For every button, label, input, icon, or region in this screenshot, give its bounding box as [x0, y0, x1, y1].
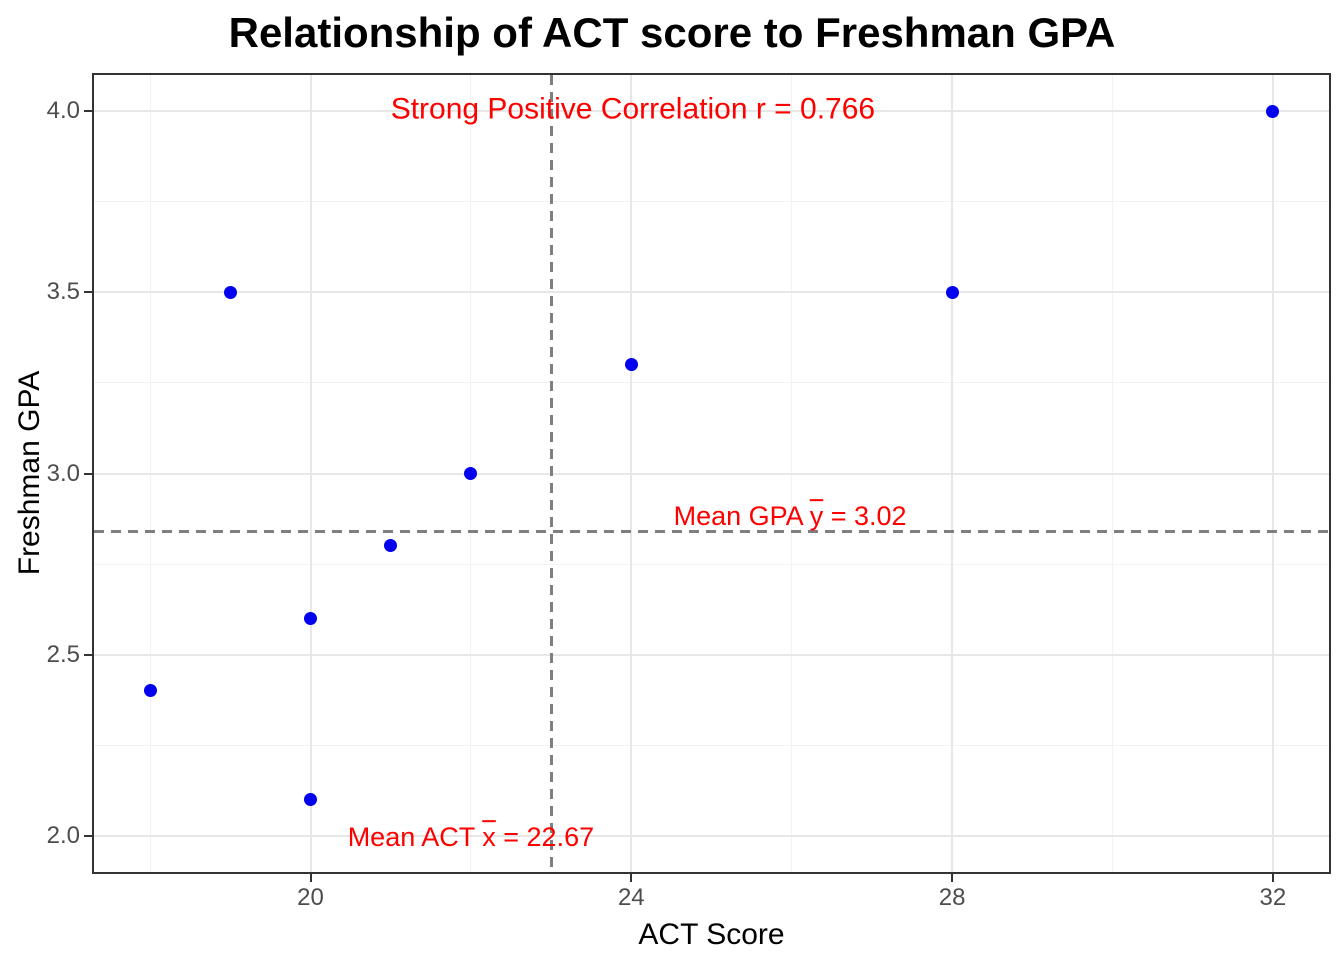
mean-act-vline — [549, 75, 553, 872]
annotation-correlation: Strong Positive Correlation r = 0.766 — [391, 93, 875, 126]
y-tick-label-2.5: 2.5 — [46, 640, 80, 668]
y-tick-2 — [84, 834, 92, 837]
major-gridline-y-3.5 — [94, 291, 1329, 294]
x-axis-title: ACT Score — [638, 918, 785, 951]
y-tick-label-3: 3.0 — [46, 459, 80, 487]
annotation-mean-gpa-text: y — [809, 501, 824, 532]
x-tick-label-28: 28 — [938, 884, 966, 911]
annotation-mean-act-text: = 22.67 — [495, 821, 595, 852]
y-tick-3 — [84, 472, 92, 475]
annotation-mean-act-text: x — [482, 821, 496, 852]
minor-gridline-y-2.25 — [94, 744, 1329, 746]
x-tick-label-20: 20 — [297, 884, 324, 911]
annotation-correlation-text: Strong Positive Correlation r = 0.766 — [390, 92, 876, 126]
major-gridline-y-2.5 — [94, 653, 1329, 656]
plot-panel: Strong Positive Correlation r = 0.766 Mea… — [94, 75, 1329, 872]
x-tick-24 — [630, 874, 633, 882]
y-tick-4 — [84, 110, 92, 113]
mean-gpa-hline — [94, 529, 1329, 533]
annotation-mean-gpa: Mean GPA y = 3.02 — [673, 501, 907, 532]
annotation-mean-act-text: Mean ACT — [347, 821, 483, 852]
data-point — [223, 285, 237, 299]
x-tick-32 — [1271, 874, 1274, 882]
chart-title: Relationship of ACT score to Freshman GP… — [228, 9, 1116, 56]
data-point — [384, 539, 398, 553]
major-gridline-y-3 — [94, 472, 1329, 475]
minor-gridline-y-2.75 — [94, 563, 1329, 565]
data-point — [464, 467, 478, 480]
x-tick-label-24: 24 — [617, 884, 645, 911]
y-tick-2.5 — [84, 653, 92, 656]
annotation-mean-gpa-text: Mean GPA — [673, 501, 810, 532]
major-gridline-y-4 — [94, 110, 1329, 113]
y-tick-label-3.5: 3.5 — [46, 278, 80, 306]
y-tick-label-2: 2.0 — [46, 821, 80, 849]
data-point — [1266, 104, 1280, 118]
data-point — [143, 684, 157, 698]
x-tick-20 — [309, 874, 312, 882]
data-point — [945, 285, 959, 299]
x-tick-28 — [951, 874, 954, 882]
x-tick-label-32: 32 — [1259, 884, 1287, 911]
y-tick-label-4: 4.0 — [46, 97, 80, 125]
annotation-mean-act: Mean ACT x = 22.67 — [347, 821, 595, 853]
data-point — [304, 793, 318, 807]
data-point — [624, 358, 638, 372]
data-point — [304, 611, 318, 625]
annotation-mean-gpa-text: = 3.02 — [823, 501, 907, 532]
major-gridline-y-2 — [94, 834, 1329, 837]
minor-gridline-y-3.25 — [94, 382, 1329, 384]
y-tick-3.5 — [84, 291, 92, 294]
minor-gridline-y-3.75 — [94, 201, 1329, 203]
